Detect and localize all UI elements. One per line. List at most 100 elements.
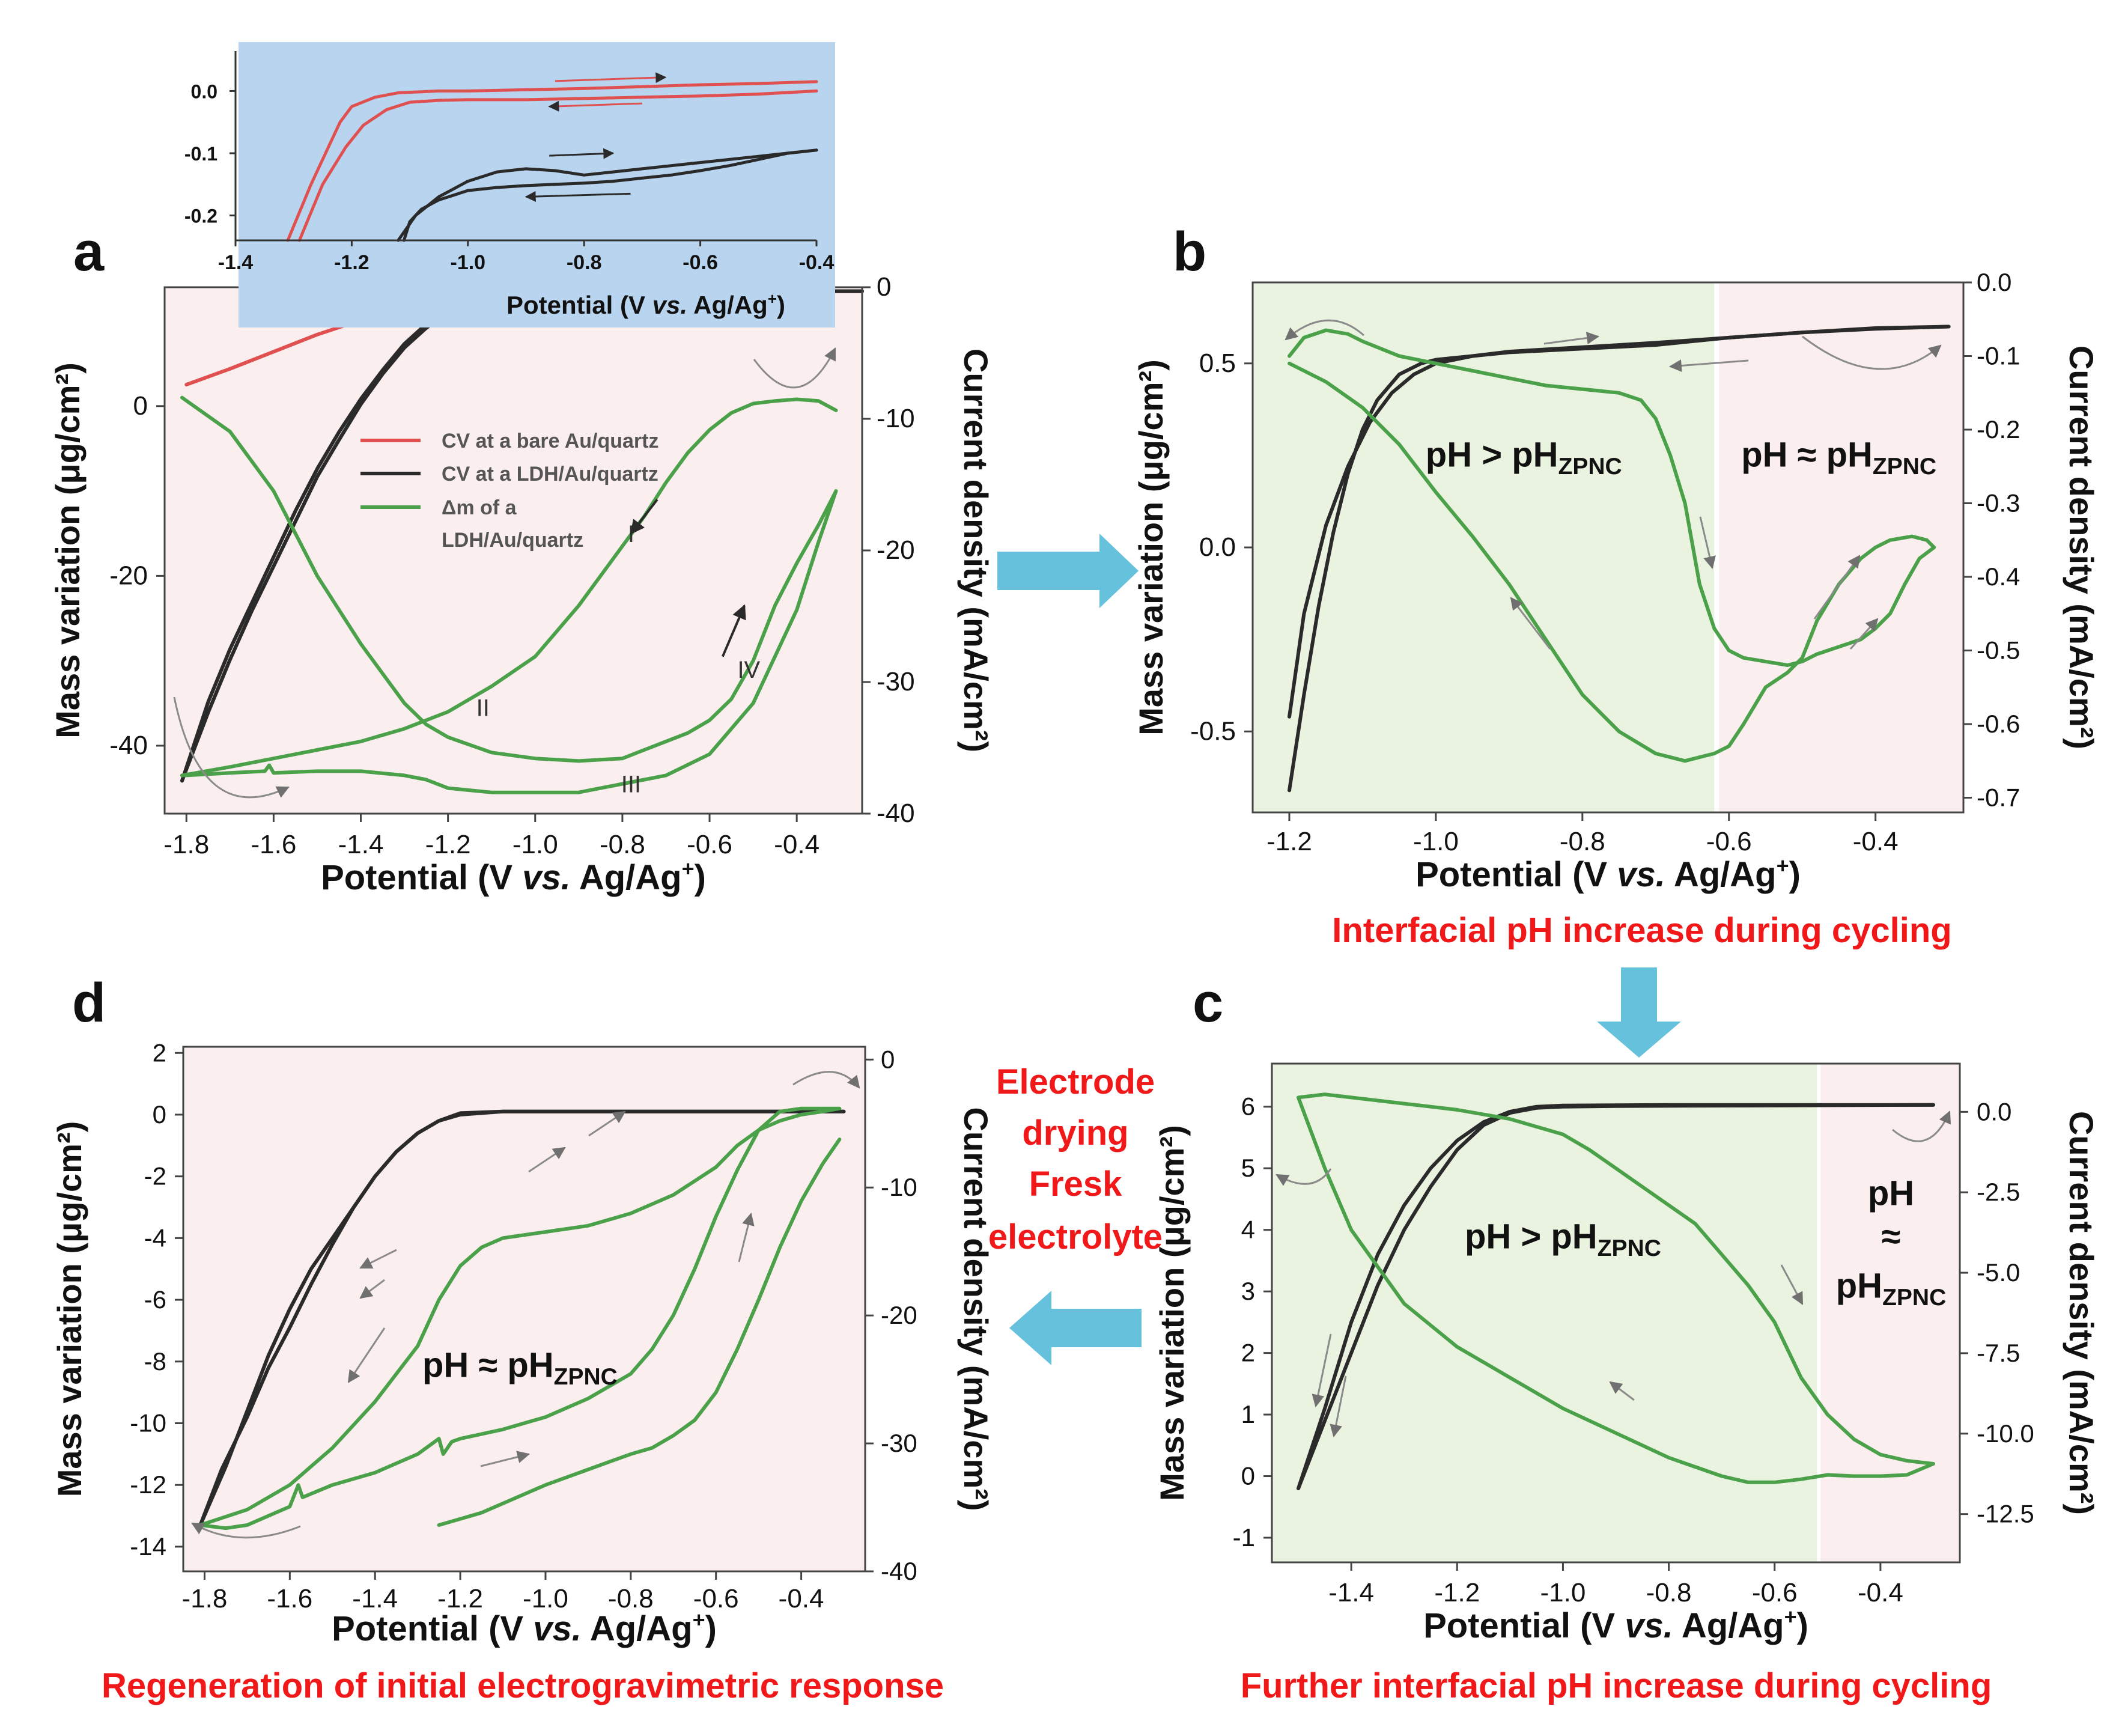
inset-series-3 [397, 148, 818, 242]
panel-c-scan-arrow-4 [1609, 1381, 1635, 1401]
panel-c-xtick-label: -1.2 [1434, 1578, 1480, 1607]
panel-a-y2tick-label: 0 [877, 272, 891, 302]
panel-b-ytick-label: 0.5 [1199, 349, 1236, 378]
panel-d-scan-arrow-2 [359, 1279, 385, 1299]
panel-b-series-2 [1288, 324, 1951, 719]
inset-xtick-label: -1.0 [451, 251, 486, 274]
inset-xtick-label: -1.2 [334, 251, 369, 274]
panel-d-scan-arrow-5 [347, 1327, 386, 1383]
legend-label-1: CV at a bare Au/quartz [442, 430, 658, 452]
inset-ytick-label: -0.1 [184, 143, 217, 165]
panel-b-ylabel: Mass variation (μg/cm²) [1132, 359, 1170, 736]
panel-a-y2tick-label: -20 [877, 535, 915, 565]
panel-b-xtick-label: -0.6 [1706, 827, 1752, 856]
panel-c-ytick-label: 6 [1241, 1092, 1255, 1121]
panel-a-xtick-label: -1.0 [512, 830, 558, 859]
panel-b-label: b [1173, 221, 1206, 282]
panel-c-ytick-label: 1 [1241, 1400, 1255, 1428]
panel-d-scan-arrow-1 [359, 1249, 397, 1269]
panel-d-xtick-label: -1.2 [437, 1584, 483, 1613]
side-note-line-3: Fresk [1029, 1165, 1123, 1204]
inset-xtick-label: -0.8 [567, 251, 602, 274]
panel-a-series-5 [180, 397, 838, 778]
panel-a-branch-label-3: III [621, 772, 641, 798]
panel-d-frame [182, 1046, 866, 1573]
panel-d-turn-arrow-right [792, 1071, 860, 1089]
panel-d-ytick-label: -8 [144, 1347, 166, 1375]
side-note: Electrode drying Fresk electrolyte [988, 1062, 1163, 1256]
panel-a-xlabel: Potential (V vs. Ag/Ag+) [321, 856, 706, 897]
panel-d-scan-arrow-6 [480, 1451, 531, 1467]
inset-scan-arrow-1 [555, 72, 667, 84]
panel-d-xtick-label: -0.8 [608, 1584, 654, 1613]
panel-d-y2tick-label: 0 [881, 1045, 895, 1073]
panel-d-xtick-label: -0.6 [693, 1584, 739, 1613]
panel-c: -1.4 -1.2 -1.0 -0.8 -0.6 -0.46543210-10.0-2.5… [1153, 972, 2100, 1705]
inset-scan-arrow-3 [549, 148, 615, 159]
panel-d-xtick-label: -1.6 [267, 1584, 312, 1613]
panel-b-xtick-label: -0.4 [1853, 827, 1899, 856]
panel-b-scan-arrow-2 [1668, 359, 1749, 373]
panel-b-scan-arrow-6 [1849, 618, 1879, 650]
panel-b-y2label: Current density (mA/cm²) [2063, 346, 2100, 749]
panel-c-scan-arrow-3 [1780, 1264, 1804, 1305]
legend-label-3: Δm of a [442, 496, 517, 519]
panel-a-label: a [73, 221, 105, 282]
panel-b-scan-arrow-3 [1699, 516, 1716, 570]
panel-c-y2tick-label: -12.5 [1977, 1500, 2034, 1528]
panel-b-xlabel: Potential (V vs. Ag/Ag+) [1415, 853, 1801, 894]
panel-a-y2tick-label: -10 [877, 404, 915, 433]
inset-scan-arrow-4 [524, 191, 631, 203]
panel-b-scan-arrow-4 [1510, 597, 1551, 650]
panel-d-ytick-label: -4 [144, 1223, 166, 1252]
panel-a-y2tick-label: -40 [877, 799, 915, 828]
panel-b-y2tick-label: -0.6 [1977, 710, 2020, 738]
panel-b-xtick-label: -1.0 [1413, 827, 1459, 856]
inset-ytick-label: -0.2 [184, 206, 217, 227]
flow-arrow-c-to-d [1009, 1291, 1142, 1365]
panel-b-y2tick-label: 0.0 [1977, 268, 2011, 296]
panel-d-y2label: Current density (mA/cm²) [957, 1107, 995, 1511]
panel-d-ytick-label: -2 [144, 1162, 166, 1190]
panel-b-caption: Interfacial pH increase during cycling [1332, 911, 1951, 950]
panel-c-label: c [1193, 972, 1223, 1034]
panel-c-y2tick-label: -5.0 [1977, 1258, 2020, 1287]
panel-c-ytick-label: 4 [1241, 1216, 1255, 1244]
panel-a-xtick-label: -1.4 [338, 830, 384, 859]
panel-b-y2tick-label: -0.3 [1977, 489, 2020, 517]
panel-b-turn-arrow-left [1285, 319, 1364, 341]
panel-d-ylabel: Mass variation (μg/cm²) [50, 1121, 88, 1497]
panel-a-branch-label-1: I [628, 521, 634, 547]
panel-b-y2tick-label: -0.7 [1977, 784, 2020, 812]
panel-b-xtick-label: -0.8 [1560, 827, 1605, 856]
panel-a-xtick-label: -0.6 [687, 830, 732, 859]
panel-c-series-3 [1297, 1092, 1935, 1484]
panel-a-scan-arrow-2 [721, 604, 746, 657]
panel-c-region-green [1272, 1064, 1817, 1562]
panel-c-scan-arrow-2 [1330, 1375, 1347, 1438]
panel-b-scan-arrow-5 [1813, 555, 1861, 620]
panel-c-ytick-label: 0 [1241, 1462, 1255, 1490]
inset-xtick-label: -0.4 [799, 251, 835, 274]
panel-d-y2tick-label: -20 [881, 1301, 917, 1329]
panel-c-y2tick-label: 0.0 [1977, 1097, 2011, 1125]
inset-series-2 [297, 89, 818, 242]
panel-d-ytick-label: -10 [130, 1409, 166, 1437]
inset-xtick-label: -0.6 [683, 251, 718, 274]
panel-c-xtick-label: -1.4 [1328, 1578, 1374, 1607]
panel-d-y2tick-label: -40 [881, 1557, 917, 1585]
inset-scan-arrow-2 [548, 100, 642, 112]
panel-d-xlabel: Potential (V vs. Ag/Ag+) [332, 1607, 717, 1648]
panel-d-xtick-label: -1.8 [182, 1584, 228, 1613]
panel-b-ytick-label: -0.5 [1190, 716, 1236, 746]
panel-d-y2tick-label: -30 [881, 1429, 917, 1457]
panel-a-turn-arrow-left [173, 696, 290, 799]
panel-d-ytick-label: 2 [153, 1038, 166, 1067]
panel-a-ylabel: Mass variation (μg/cm²) [49, 362, 87, 739]
panel-d-scan-arrow-7 [738, 1212, 755, 1262]
panel-c-y2tick-label: -7.5 [1977, 1339, 2020, 1367]
panel-a-ytick-label: -40 [109, 731, 148, 760]
panel-d-xtick-label: -1.4 [352, 1584, 398, 1613]
panel-c-frame [1271, 1062, 1961, 1564]
